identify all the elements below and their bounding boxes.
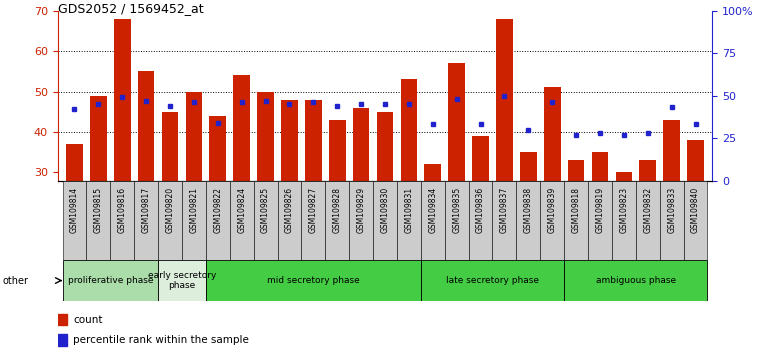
- Bar: [639, 160, 656, 181]
- Text: GSM109827: GSM109827: [309, 187, 318, 233]
- Bar: [424, 164, 441, 181]
- Bar: [687, 140, 704, 181]
- Bar: [421, 181, 445, 260]
- Bar: [305, 99, 322, 181]
- Text: GSM109832: GSM109832: [643, 187, 652, 233]
- Bar: [58, 314, 68, 325]
- Bar: [62, 181, 86, 260]
- Text: GSM109815: GSM109815: [94, 187, 103, 233]
- Bar: [588, 181, 612, 260]
- Bar: [377, 112, 393, 181]
- Bar: [86, 181, 110, 260]
- Text: GSM109814: GSM109814: [70, 187, 79, 233]
- Bar: [397, 181, 421, 260]
- Bar: [281, 99, 298, 181]
- Bar: [138, 71, 155, 181]
- Bar: [229, 181, 253, 260]
- Text: other: other: [2, 275, 28, 286]
- Text: late secretory phase: late secretory phase: [446, 276, 539, 285]
- Bar: [663, 120, 680, 181]
- Bar: [373, 181, 397, 260]
- Text: GSM109826: GSM109826: [285, 187, 294, 233]
- Bar: [448, 63, 465, 181]
- Bar: [469, 181, 493, 260]
- Bar: [209, 116, 226, 181]
- Bar: [684, 181, 708, 260]
- Text: GSM109818: GSM109818: [571, 187, 581, 233]
- Text: early secretory
phase: early secretory phase: [148, 271, 216, 290]
- Bar: [90, 96, 107, 181]
- Bar: [114, 19, 131, 181]
- Bar: [301, 181, 325, 260]
- Bar: [110, 181, 134, 260]
- Text: GSM109824: GSM109824: [237, 187, 246, 233]
- Bar: [66, 144, 83, 181]
- Text: GSM109839: GSM109839: [547, 187, 557, 233]
- Bar: [421, 260, 564, 301]
- Bar: [544, 87, 561, 181]
- Text: count: count: [73, 315, 102, 325]
- Text: GSM109838: GSM109838: [524, 187, 533, 233]
- Bar: [325, 181, 349, 260]
- Text: GSM109819: GSM109819: [595, 187, 604, 233]
- Text: proliferative phase: proliferative phase: [68, 276, 153, 285]
- Text: GSM109823: GSM109823: [619, 187, 628, 233]
- Text: GSM109840: GSM109840: [691, 187, 700, 233]
- Bar: [158, 260, 206, 301]
- Bar: [186, 92, 203, 181]
- Bar: [134, 181, 158, 260]
- Bar: [233, 75, 250, 181]
- Text: mid secretory phase: mid secretory phase: [267, 276, 360, 285]
- Bar: [329, 120, 346, 181]
- Bar: [206, 181, 229, 260]
- Text: GSM109829: GSM109829: [357, 187, 366, 233]
- Bar: [564, 181, 588, 260]
- Bar: [257, 92, 274, 181]
- Text: GSM109825: GSM109825: [261, 187, 270, 233]
- Bar: [206, 260, 421, 301]
- Bar: [615, 172, 632, 181]
- Bar: [660, 181, 684, 260]
- Text: ambiguous phase: ambiguous phase: [596, 276, 676, 285]
- Text: GSM109822: GSM109822: [213, 187, 223, 233]
- Bar: [493, 181, 517, 260]
- Bar: [253, 181, 277, 260]
- Bar: [182, 181, 206, 260]
- Bar: [400, 79, 417, 181]
- Bar: [277, 181, 301, 260]
- Bar: [353, 108, 370, 181]
- Bar: [567, 160, 584, 181]
- Bar: [445, 181, 469, 260]
- Text: GSM109833: GSM109833: [667, 187, 676, 233]
- Text: GSM109835: GSM109835: [452, 187, 461, 233]
- Bar: [636, 181, 660, 260]
- Bar: [520, 152, 537, 181]
- Bar: [517, 181, 541, 260]
- Bar: [62, 260, 158, 301]
- Bar: [472, 136, 489, 181]
- Bar: [496, 19, 513, 181]
- Text: GSM109830: GSM109830: [380, 187, 390, 233]
- Bar: [591, 152, 608, 181]
- Text: GSM109834: GSM109834: [428, 187, 437, 233]
- Text: GSM109820: GSM109820: [166, 187, 175, 233]
- Text: percentile rank within the sample: percentile rank within the sample: [73, 335, 249, 346]
- Text: GSM109816: GSM109816: [118, 187, 127, 233]
- Text: GSM109837: GSM109837: [500, 187, 509, 233]
- Text: GSM109817: GSM109817: [142, 187, 151, 233]
- Bar: [158, 181, 182, 260]
- Bar: [349, 181, 373, 260]
- Text: GSM109836: GSM109836: [476, 187, 485, 233]
- Bar: [58, 334, 68, 346]
- Text: GSM109828: GSM109828: [333, 187, 342, 233]
- Text: GDS2052 / 1569452_at: GDS2052 / 1569452_at: [58, 2, 203, 15]
- Bar: [612, 181, 636, 260]
- Bar: [162, 112, 179, 181]
- Text: GSM109831: GSM109831: [404, 187, 413, 233]
- Bar: [564, 260, 708, 301]
- Bar: [541, 181, 564, 260]
- Text: GSM109821: GSM109821: [189, 187, 199, 233]
